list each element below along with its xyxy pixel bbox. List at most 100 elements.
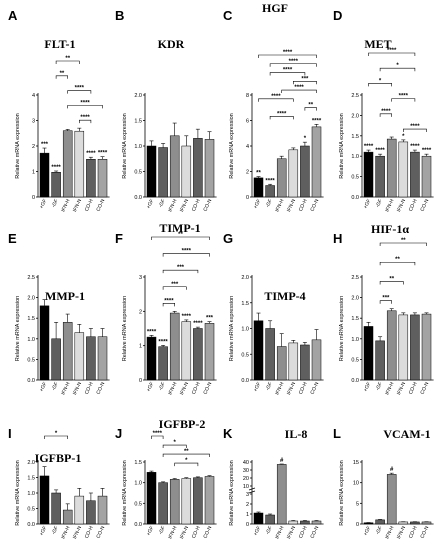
bar	[375, 340, 385, 381]
y-tick-label: 0	[246, 195, 249, 201]
y-tick-label: 15	[353, 460, 359, 466]
y-tick-label: 0	[246, 522, 249, 528]
sig-bracket-label: ****	[283, 68, 293, 74]
y-axis-label: Relative mRNA expression	[229, 113, 235, 178]
bar-sig-label: ****	[86, 151, 96, 157]
bar	[386, 310, 397, 381]
x-tick-label: +GF	[253, 525, 263, 536]
bar	[74, 495, 85, 525]
bar-sig-label: #	[280, 458, 284, 464]
sig-bracket-label: ****	[399, 94, 409, 100]
bar	[158, 147, 168, 198]
sig-bracket-label: ****	[289, 59, 299, 65]
bar	[300, 344, 310, 381]
bar-sig-label: ***	[41, 142, 49, 148]
bar-sig-label: #	[390, 467, 394, 473]
bar	[410, 151, 420, 198]
x-tick-label: IFN-H	[60, 198, 71, 213]
y-tick-label: 4	[32, 93, 35, 99]
x-tick-label: +GF	[253, 381, 263, 392]
bar	[398, 314, 409, 381]
bar	[62, 322, 73, 381]
bar	[51, 172, 61, 198]
x-tick-label: IFN-N	[72, 525, 83, 540]
bar-sig-label: ****	[193, 321, 203, 327]
bar	[62, 509, 73, 525]
y-tick-label: 1.5	[134, 460, 142, 466]
bar	[51, 338, 61, 381]
sig-bracket	[269, 116, 294, 120]
x-tick-label: -GF	[265, 198, 274, 208]
x-tick-label: CO-N	[309, 381, 320, 395]
x-tick-label: CO-H	[191, 198, 202, 212]
y-tick-label: 40	[243, 460, 249, 466]
y-tick-label: 1	[32, 170, 35, 176]
y-tick-label: 0.0	[27, 522, 35, 528]
sig-bracket-label: *	[396, 63, 399, 69]
y-tick-label: 1.0	[27, 491, 35, 497]
panel-label: E	[8, 231, 17, 246]
panel-title: MMP-1	[45, 289, 85, 303]
sig-bracket	[379, 67, 416, 72]
bar	[311, 126, 322, 198]
x-tick-label: IFN-H	[167, 381, 178, 396]
y-tick-label: 4	[246, 144, 249, 150]
bar-sig-label: *	[304, 136, 307, 142]
sig-bracket-label: ****	[387, 48, 397, 54]
panel-label: L	[333, 426, 341, 441]
sig-bracket	[162, 444, 187, 449]
bar-sig-label: ****	[158, 339, 168, 345]
sig-bracket	[162, 269, 199, 274]
bar	[253, 512, 264, 525]
panel-e: E MMP-1 Relative mRNA expression 0.0 0.5 1.0 1…	[8, 231, 110, 396]
panel-a: A FLT-1 Relative mRNA expression 0 1 2 3 4 *** +G…	[8, 8, 110, 213]
bar	[86, 159, 96, 198]
sig-bracket	[269, 72, 306, 76]
y-tick-label: 2.5	[351, 93, 359, 99]
bar	[375, 519, 385, 525]
x-tick-label: IFN-N	[396, 198, 407, 213]
bar	[265, 185, 275, 198]
bar	[398, 141, 409, 198]
bar	[386, 474, 397, 525]
x-tick-label: +GF	[363, 198, 373, 209]
panel-label: D	[333, 8, 342, 23]
y-tick-label: 2.0	[27, 296, 35, 302]
sig-bracket-label: ***	[177, 265, 185, 271]
sig-bracket	[368, 52, 416, 56]
x-tick-label: IFN-H	[384, 198, 395, 213]
x-tick-label: +GF	[39, 381, 49, 392]
bar-sig-label: ****	[364, 144, 374, 150]
bar	[276, 464, 287, 525]
bar	[300, 145, 310, 198]
x-tick-label: CO-N	[202, 381, 213, 395]
bar-sig-label: **	[256, 171, 261, 177]
y-tick-label: 1.5	[27, 316, 35, 322]
bar	[204, 323, 215, 381]
sig-bracket	[67, 105, 103, 109]
sig-bracket-label: *	[185, 458, 188, 464]
y-axis-label: Relative mRNA expression	[339, 113, 345, 178]
bar	[193, 328, 203, 381]
bar	[253, 177, 264, 198]
y-tick-label: 0.0	[241, 378, 249, 384]
y-tick-label: 1.5	[241, 301, 249, 307]
y-tick-label: 2.5	[27, 275, 35, 281]
x-tick-label: -GF	[375, 381, 384, 391]
x-tick-label: IFN-H	[167, 525, 178, 540]
y-tick-label: 1.5	[351, 134, 359, 140]
bar	[311, 339, 322, 381]
y-tick-label: 0.0	[351, 378, 359, 384]
panel-label: B	[115, 8, 124, 23]
bar	[86, 336, 96, 381]
sig-bracket	[162, 253, 210, 257]
bar-sig-label: ****	[265, 178, 275, 184]
panel-d: D MET Relative mRNA expression 0.0 0.5 1.0 1.5…	[333, 8, 434, 213]
bar-sig-label: ****	[147, 329, 157, 335]
sig-bracket	[55, 60, 80, 64]
y-axis-label: Relative mRNA expression	[122, 113, 128, 178]
y-tick-label: 0.5	[27, 357, 35, 363]
x-tick-label: +GF	[39, 525, 49, 536]
x-tick-label: -GF	[375, 525, 384, 535]
